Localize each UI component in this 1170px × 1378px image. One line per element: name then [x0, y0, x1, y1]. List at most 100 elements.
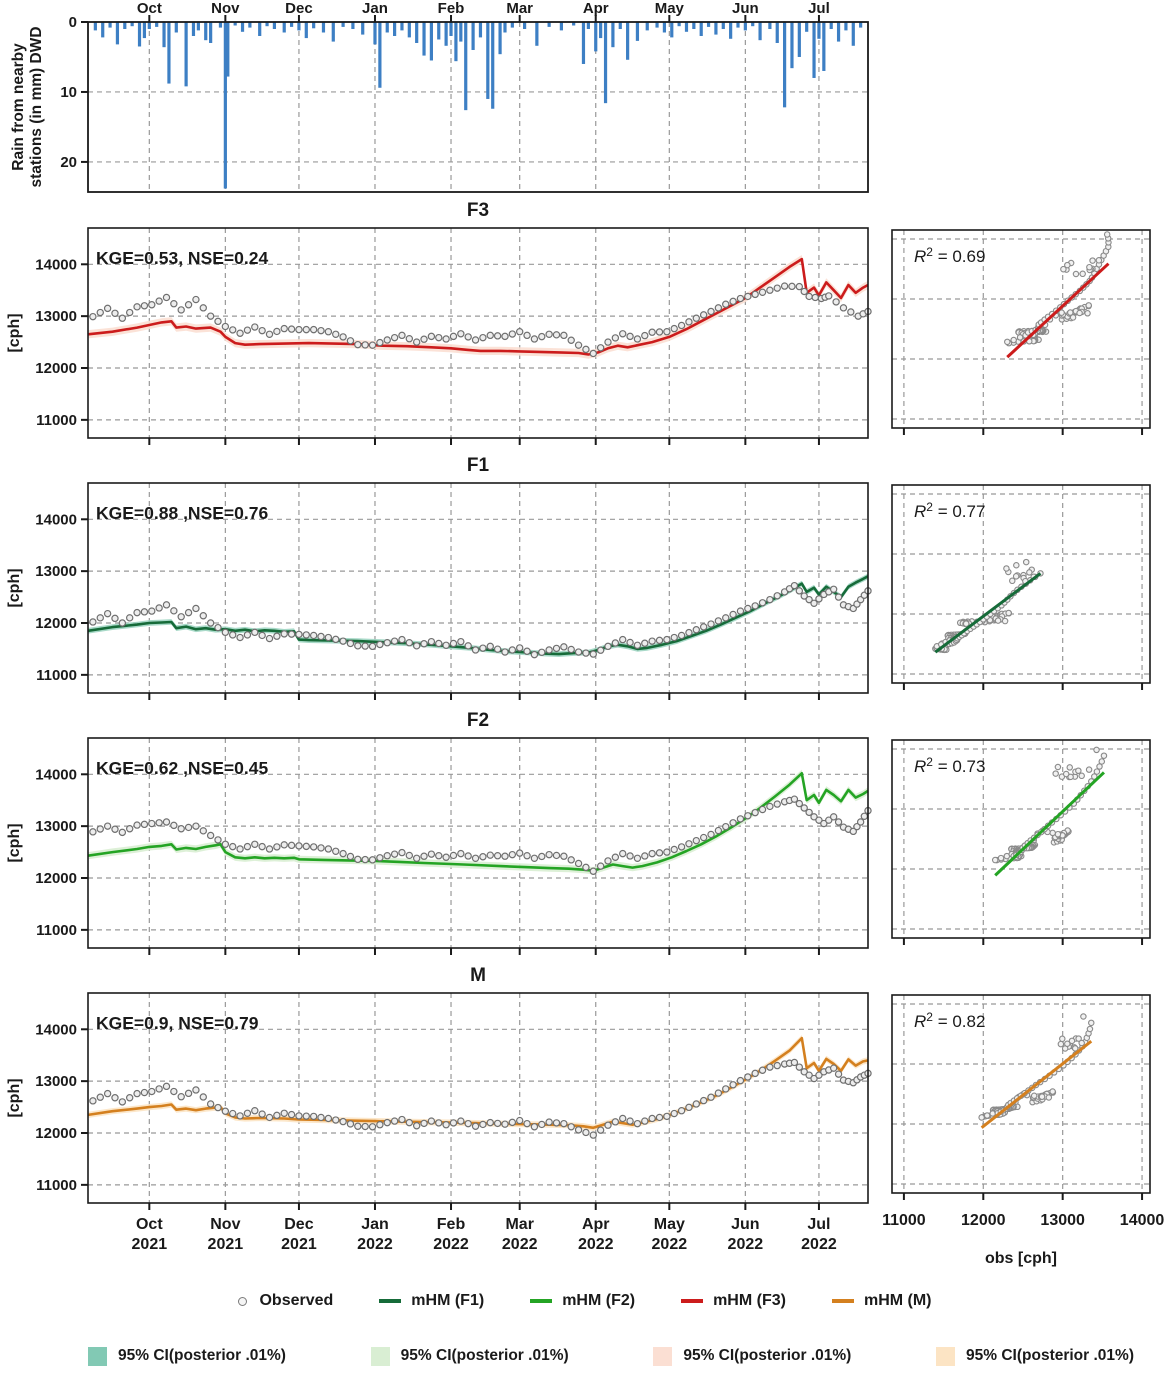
- mhm-f2-line-icon: [530, 1299, 553, 1303]
- ci-f2-swatch-icon: [370, 1346, 390, 1366]
- scatter-axes: [902, 683, 1144, 690]
- scatter-points: [991, 746, 1108, 864]
- ci-legend-item-f2: 95% CI(posterior .01%): [370, 1346, 569, 1366]
- svg-text:Jul: Jul: [808, 0, 830, 17]
- panel-title: F3: [467, 200, 489, 221]
- svg-text:2022: 2022: [357, 1236, 393, 1253]
- kge-annotation: KGE=0.62 ,NSE=0.45: [96, 758, 268, 778]
- f1-panel-row: F1 KGE=0.88 ,NSE=0.76 11000 12000 13000 14000…: [35, 455, 1151, 700]
- svg-text:Dec: Dec: [285, 0, 313, 17]
- ci-legend-item-m: 95% CI(posterior .01%): [936, 1346, 1134, 1366]
- panel-title: F1: [467, 455, 490, 476]
- svg-text:Feb: Feb: [437, 1216, 466, 1233]
- svg-text:14000: 14000: [35, 256, 77, 273]
- svg-text:May: May: [654, 1216, 685, 1233]
- ci-legend: 95% CI(posterior .01%) 95% CI(posterior …: [0, 1336, 1170, 1376]
- ts-axes: 11000 12000 13000 14000: [35, 256, 820, 445]
- ts-border: [87, 482, 869, 694]
- x-axis-month-labels: Oct 2021 Nov 2021 Dec 2021 Jan 2022 Feb 2022 Mar 20…: [132, 1216, 837, 1253]
- observed-point-icon: [238, 1296, 248, 1306]
- legend-label-mhm-m: mHM (M): [863, 1292, 932, 1309]
- svg-text:13000: 13000: [1040, 1212, 1085, 1229]
- rain-border: [87, 21, 869, 193]
- regression-line: [994, 771, 1105, 877]
- scatter-gridlines: [892, 740, 1150, 938]
- svg-text:2022: 2022: [652, 1236, 688, 1253]
- svg-text:11000: 11000: [36, 412, 77, 429]
- ts-border: [87, 737, 869, 949]
- svg-text:2022: 2022: [578, 1236, 614, 1253]
- svg-text:0: 0: [69, 14, 77, 31]
- svg-text:11000: 11000: [36, 922, 77, 939]
- ci-band: [88, 255, 868, 359]
- svg-text:R2 = 0.69: R2 = 0.69: [914, 245, 985, 266]
- legend-label-mhm-f1: mHM (F1): [411, 1292, 485, 1309]
- mhm-f1-line-icon: [379, 1299, 402, 1303]
- svg-text:Apr: Apr: [582, 1216, 610, 1233]
- svg-text:12000: 12000: [35, 360, 77, 377]
- scatter-points: [978, 1013, 1095, 1121]
- svg-text:obs [cph]: obs [cph]: [985, 1250, 1057, 1267]
- svg-text:Jun: Jun: [732, 0, 759, 17]
- panel-title: M: [470, 965, 486, 986]
- scatter-border: [891, 739, 1151, 939]
- ci-m-swatch-icon: [936, 1346, 956, 1366]
- svg-text:2021: 2021: [281, 1236, 317, 1253]
- svg-text:Apr: Apr: [583, 0, 609, 17]
- svg-text:2022: 2022: [502, 1236, 538, 1253]
- svg-text:Nov: Nov: [210, 1216, 240, 1233]
- ci-legend-label-f3: 95% CI(posterior .01%): [683, 1347, 852, 1364]
- ts-border: [87, 227, 869, 439]
- svg-text:R2 = 0.77: R2 = 0.77: [914, 500, 985, 521]
- svg-text:Oct: Oct: [136, 1216, 163, 1233]
- svg-text:KGE=0.53, NSE=0.24: KGE=0.53, NSE=0.24: [96, 248, 268, 268]
- rain-chart: Oct Nov Dec Jan Feb Mar Apr May Jun Jul 0 10 20: [60, 0, 869, 193]
- r2-annotation: R2 = 0.82: [914, 1010, 985, 1031]
- svg-text:13000: 13000: [35, 308, 77, 325]
- ts-gridlines: [88, 483, 868, 693]
- svg-text:KGE=0.9, NSE=0.79: KGE=0.9, NSE=0.79: [96, 1013, 259, 1033]
- kge-annotation: KGE=0.88 ,NSE=0.76: [96, 503, 268, 523]
- scatter-border: [891, 484, 1151, 684]
- svg-text:13000: 13000: [35, 563, 77, 580]
- svg-text:Jul: Jul: [807, 1216, 830, 1233]
- legend-label-mhm-f3: mHM (F3): [713, 1292, 786, 1309]
- svg-text:13000: 13000: [35, 818, 77, 835]
- svg-text:11000: 11000: [36, 1177, 77, 1194]
- observed-points: [89, 795, 872, 875]
- svg-text:R2 = 0.73: R2 = 0.73: [914, 755, 985, 776]
- ci-legend-item-f3: 95% CI(posterior .01%): [653, 1346, 852, 1366]
- svg-text:Nov: Nov: [211, 0, 240, 17]
- ts-border: [87, 992, 869, 1204]
- observed-points: [89, 581, 872, 659]
- regression-line: [934, 572, 1042, 654]
- regression-line: [980, 1039, 1093, 1129]
- m-panel-row: M KGE=0.9, NSE=0.79 11000 12000 13000 14000 Oc…: [35, 965, 1164, 1267]
- svg-text:Mar: Mar: [506, 0, 533, 17]
- legend-label-mhm-f2: mHM (F2): [562, 1292, 636, 1309]
- scatter-gridlines: [892, 230, 1150, 428]
- svg-text:F2: F2: [467, 710, 489, 731]
- svg-text:Jun: Jun: [731, 1216, 759, 1233]
- svg-text:2022: 2022: [728, 1236, 764, 1253]
- ts-gridlines: [88, 993, 868, 1203]
- ts-axes: 11000 12000 13000 14000: [35, 766, 820, 955]
- ts-axes: 11000 12000 13000 14000: [35, 511, 820, 700]
- svg-text:KGE=0.62 ,NSE=0.45: KGE=0.62 ,NSE=0.45: [96, 758, 268, 778]
- scatter-points: [932, 558, 1044, 654]
- mhm-f3-line-icon: [681, 1299, 704, 1303]
- scatter-axes: 11000 12000 13000 14000: [882, 1193, 1164, 1229]
- svg-text:12000: 12000: [35, 1125, 77, 1142]
- svg-text:F1: F1: [467, 455, 490, 476]
- ts-gridlines: [88, 738, 868, 948]
- observed-points: [89, 1058, 872, 1139]
- scatter-border: [891, 994, 1151, 1194]
- scatter-gridlines: [892, 995, 1150, 1193]
- observed-points: [89, 282, 872, 358]
- legend-item-mhm-m: mHM (M): [831, 1292, 932, 1310]
- svg-text:11000: 11000: [36, 667, 77, 684]
- svg-text:12000: 12000: [35, 870, 77, 887]
- ci-legend-label-f1: 95% CI(posterior .01%): [118, 1347, 286, 1364]
- scatter-points: [1004, 231, 1112, 347]
- r2-annotation: R2 = 0.77: [914, 500, 985, 521]
